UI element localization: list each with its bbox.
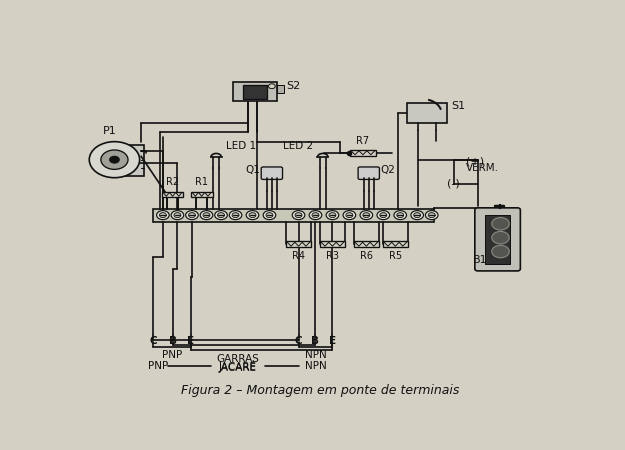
Circle shape [377, 211, 389, 220]
Text: NPN: NPN [304, 361, 326, 371]
Bar [382, 242, 408, 247]
Circle shape [426, 211, 438, 220]
Bar [286, 242, 311, 247]
Bar [277, 85, 284, 93]
Circle shape [189, 213, 196, 218]
Text: R5: R5 [389, 251, 402, 261]
Circle shape [346, 213, 353, 218]
Circle shape [249, 213, 256, 218]
Text: R4: R4 [292, 251, 305, 261]
Text: P1: P1 [102, 126, 116, 136]
Bar [122, 145, 144, 176]
Circle shape [101, 150, 128, 169]
FancyBboxPatch shape [233, 82, 277, 101]
Text: LED 1: LED 1 [226, 141, 256, 151]
FancyBboxPatch shape [406, 103, 447, 123]
Bar [354, 242, 379, 247]
Circle shape [292, 211, 305, 220]
Text: B: B [311, 337, 319, 347]
Bar [153, 208, 434, 222]
Circle shape [492, 231, 509, 244]
Text: Q1: Q1 [245, 165, 260, 175]
Circle shape [312, 213, 319, 218]
Text: E: E [187, 337, 194, 347]
Circle shape [174, 213, 181, 218]
Text: R6: R6 [360, 251, 373, 261]
Circle shape [215, 211, 227, 220]
Circle shape [428, 213, 435, 218]
Text: E: E [329, 337, 336, 347]
Text: VERM.: VERM. [466, 163, 499, 173]
Circle shape [159, 213, 166, 218]
Text: LED 2: LED 2 [283, 141, 313, 151]
Circle shape [157, 211, 169, 220]
FancyBboxPatch shape [475, 208, 521, 271]
Text: Q2: Q2 [381, 165, 396, 175]
Circle shape [232, 213, 239, 218]
Circle shape [186, 211, 198, 220]
Circle shape [380, 213, 387, 218]
Text: R1: R1 [195, 177, 208, 187]
Bar [162, 192, 184, 197]
Text: (+): (+) [466, 157, 484, 166]
Circle shape [397, 213, 404, 218]
Circle shape [266, 213, 273, 218]
Circle shape [295, 213, 302, 218]
Bar [349, 150, 376, 156]
Text: PNP: PNP [148, 361, 168, 371]
Circle shape [269, 84, 275, 89]
Text: JACARÉ: JACARÉ [219, 360, 257, 373]
Circle shape [326, 211, 339, 220]
Circle shape [414, 213, 421, 218]
Circle shape [203, 213, 210, 218]
Bar [320, 242, 345, 247]
Circle shape [246, 211, 259, 220]
Text: C: C [295, 337, 302, 347]
Bar [485, 215, 510, 264]
Text: NPN: NPN [304, 350, 326, 360]
Text: R3: R3 [326, 251, 339, 261]
Text: B1: B1 [473, 255, 488, 266]
FancyBboxPatch shape [261, 167, 282, 180]
Circle shape [411, 211, 424, 220]
Circle shape [343, 211, 356, 220]
Text: JACARÉ: JACARÉ [219, 360, 257, 372]
Text: C: C [149, 337, 157, 347]
Bar [242, 85, 267, 99]
Circle shape [492, 217, 509, 230]
FancyBboxPatch shape [358, 167, 379, 180]
Circle shape [394, 211, 406, 220]
Text: R2: R2 [166, 177, 179, 187]
Circle shape [229, 211, 242, 220]
Circle shape [217, 213, 224, 218]
Circle shape [89, 142, 139, 178]
Circle shape [263, 211, 276, 220]
Circle shape [492, 245, 509, 258]
Circle shape [329, 213, 336, 218]
Text: Figura 2 – Montagem em ponte de terminais: Figura 2 – Montagem em ponte de terminai… [181, 384, 459, 397]
Circle shape [200, 211, 212, 220]
Text: S2: S2 [286, 81, 301, 91]
Circle shape [360, 211, 372, 220]
Circle shape [363, 213, 370, 218]
Text: B: B [169, 337, 177, 347]
Text: (-): (-) [448, 179, 460, 189]
Text: GARRAS: GARRAS [216, 354, 259, 364]
Text: S1: S1 [451, 101, 465, 111]
Text: R7: R7 [356, 136, 369, 146]
Bar [191, 192, 213, 197]
Circle shape [309, 211, 322, 220]
Text: PNP: PNP [162, 350, 182, 360]
Circle shape [171, 211, 184, 220]
Circle shape [109, 156, 119, 163]
